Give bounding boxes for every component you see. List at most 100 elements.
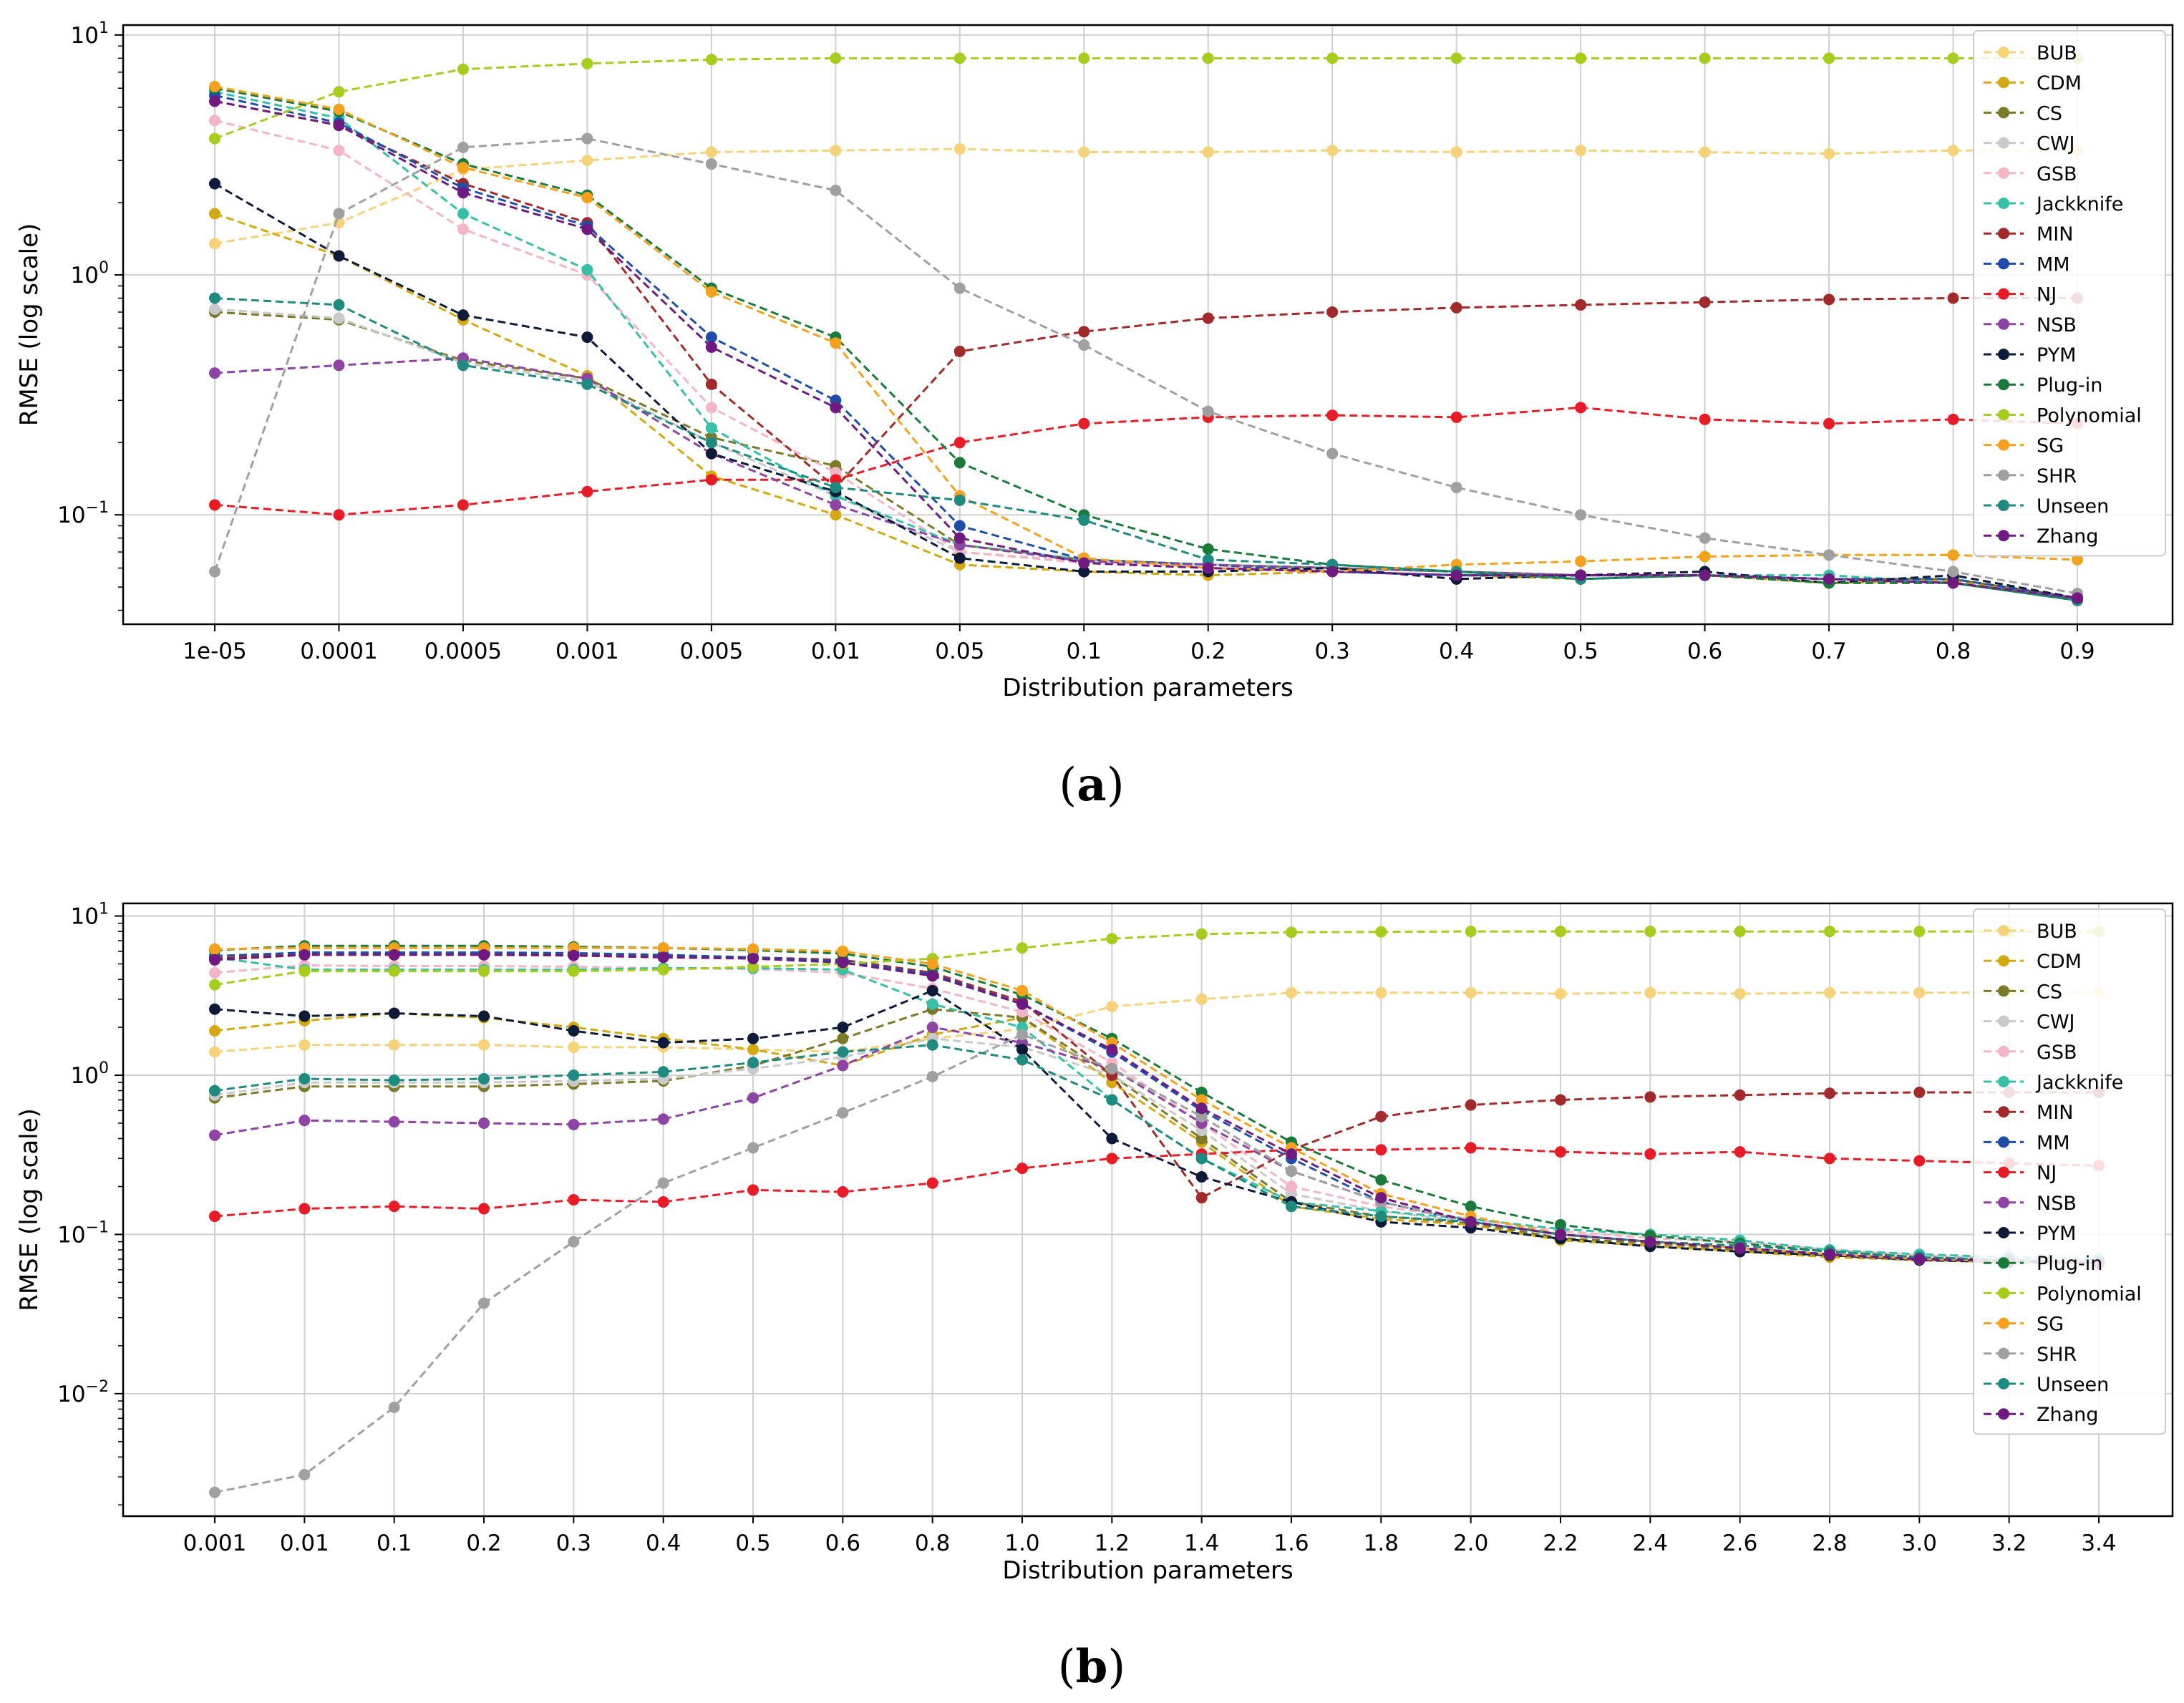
legend-label: Plug-in xyxy=(2037,1253,2102,1275)
data-point xyxy=(1555,1228,1566,1241)
data-point xyxy=(1947,413,1959,425)
series-line xyxy=(214,100,2078,599)
data-point xyxy=(568,1025,580,1037)
data-point xyxy=(299,1203,311,1215)
legend-swatch-marker xyxy=(1998,1045,2009,1057)
series-line xyxy=(214,356,2078,599)
data-point xyxy=(1286,926,1297,938)
data-point xyxy=(1016,1029,1028,1041)
legend-swatch-marker xyxy=(1998,1076,2009,1087)
data-point xyxy=(209,115,220,127)
x-tick-label: 1.6 xyxy=(1273,1530,1309,1556)
data-point xyxy=(478,948,490,961)
y-tick-label: 100 xyxy=(71,1059,109,1089)
x-tick-label: 0.9 xyxy=(2059,639,2095,664)
data-point xyxy=(1734,1242,1746,1254)
data-point xyxy=(1734,1089,1746,1101)
data-point xyxy=(1202,543,1214,555)
data-point xyxy=(657,1177,669,1189)
data-point xyxy=(568,1069,580,1082)
data-point xyxy=(209,979,220,991)
legend-swatch-marker xyxy=(1998,137,2009,149)
x-tick-label: 0.8 xyxy=(915,1530,950,1556)
legend-item: NJ xyxy=(1984,1163,2057,1185)
series-line xyxy=(214,1044,2100,1263)
data-point xyxy=(209,943,220,955)
data-point xyxy=(568,965,580,977)
legend-swatch-marker xyxy=(1998,925,2009,936)
data-point xyxy=(1555,1218,1566,1231)
x-tick-label: 0.5 xyxy=(735,1530,770,1556)
data-point xyxy=(1375,1192,1387,1204)
data-point xyxy=(1823,549,1835,561)
data-point xyxy=(1644,986,1656,999)
legend-item: SHR xyxy=(1984,465,2077,487)
data-point xyxy=(1699,296,1711,309)
data-point xyxy=(1947,292,1959,304)
data-point xyxy=(299,965,311,977)
legend: BUB CDM CS CWJ GSB Jackknife MIN MM NJ NSB PYM Plug… xyxy=(1973,30,2166,557)
data-point xyxy=(1078,417,1090,430)
series-sg xyxy=(209,942,2105,1269)
data-point xyxy=(568,1118,580,1130)
data-point xyxy=(333,145,345,157)
legend-label: Zhang xyxy=(2037,1404,2098,1426)
x-tick-label: 0.01 xyxy=(811,639,860,664)
data-point xyxy=(747,1032,759,1044)
y-tick-label: 100 xyxy=(71,259,109,288)
data-point xyxy=(830,499,842,511)
data-point xyxy=(926,970,938,982)
data-point xyxy=(1202,405,1214,417)
y-axis-label: RMSE (log scale) xyxy=(15,1108,44,1311)
data-point xyxy=(1824,1153,1835,1165)
legend-swatch-marker xyxy=(1998,1166,2009,1178)
data-point xyxy=(568,1194,580,1206)
legend-swatch-marker xyxy=(1998,1347,2009,1359)
data-point xyxy=(1195,1132,1208,1145)
data-point xyxy=(209,966,220,979)
data-point xyxy=(705,378,717,390)
legend-label: PYM xyxy=(2037,344,2076,367)
data-point xyxy=(705,54,717,66)
data-point xyxy=(1195,1110,1208,1122)
series-zhang xyxy=(209,948,2105,1269)
data-point xyxy=(1326,52,1339,64)
legend-item: CWJ xyxy=(1984,1011,2075,1034)
data-point xyxy=(830,52,842,64)
legend-label: CDM xyxy=(2037,951,2082,973)
data-point xyxy=(1106,1153,1118,1165)
data-point xyxy=(581,485,593,498)
legend-item: Zhang xyxy=(1984,525,2098,548)
data-point xyxy=(830,145,842,157)
data-point xyxy=(1106,1094,1118,1106)
series-line xyxy=(214,1037,2100,1265)
data-point xyxy=(1106,1062,1118,1074)
data-point xyxy=(1947,566,1959,578)
legend-item: MIN xyxy=(1984,1102,2073,1124)
data-point xyxy=(953,494,966,506)
data-point xyxy=(1824,986,1835,999)
legend-item: GSB xyxy=(1984,1042,2077,1064)
series-min xyxy=(209,95,2083,494)
series-line xyxy=(214,183,2078,599)
series-line xyxy=(214,147,2077,245)
data-point xyxy=(1016,998,1028,1010)
data-point xyxy=(1644,1236,1656,1248)
data-point xyxy=(1202,553,1214,566)
legend-label: PYM xyxy=(2037,1223,2076,1245)
legend-label: MIN xyxy=(2037,1102,2073,1124)
data-point xyxy=(1465,1099,1477,1111)
series-line xyxy=(214,946,2100,1265)
data-point xyxy=(1078,557,1090,569)
data-point xyxy=(299,1115,311,1127)
legend-item: CS xyxy=(1984,981,2062,1003)
data-point xyxy=(1375,1174,1387,1186)
data-point xyxy=(1555,926,1566,938)
data-point xyxy=(1202,312,1214,324)
data-point xyxy=(837,1107,849,1119)
data-point xyxy=(953,437,966,449)
data-point xyxy=(1947,549,1959,561)
data-point xyxy=(953,552,966,564)
data-point xyxy=(1078,339,1090,351)
data-point xyxy=(953,282,966,294)
